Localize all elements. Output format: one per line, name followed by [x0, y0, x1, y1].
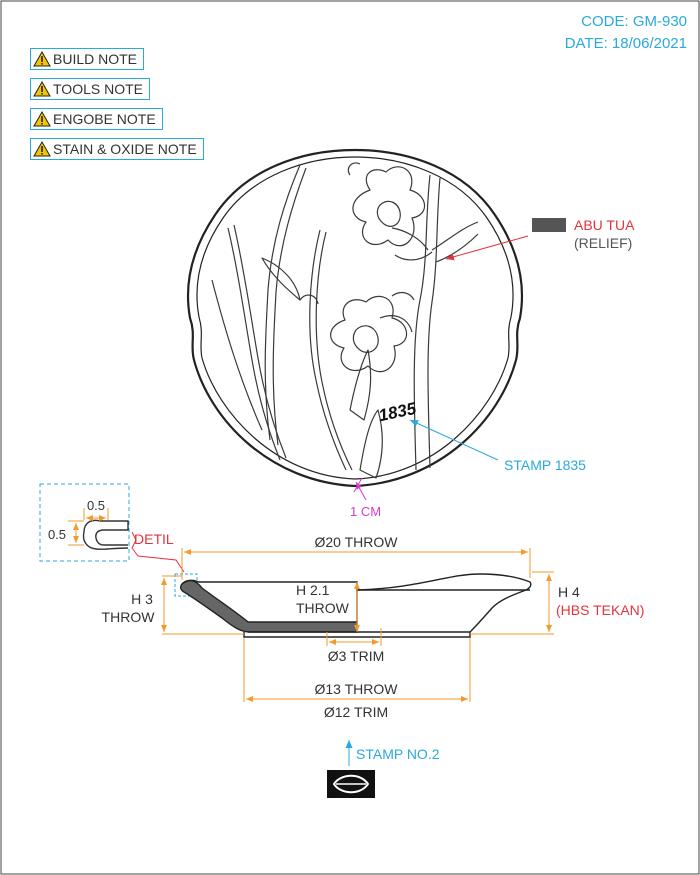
relief-leader — [445, 235, 529, 261]
relief-sub-label: (RELIEF) — [574, 235, 632, 251]
detail-frame — [39, 483, 130, 562]
plate-outer-rim — [186, 148, 524, 488]
h3-text-b: THROW — [102, 609, 156, 625]
h4-text-b: (HBS TEKAN) — [556, 602, 644, 618]
warning-icon — [33, 81, 51, 97]
cm-leader — [355, 481, 367, 501]
stain-oxide-note-button[interactable]: STAIN & OXIDE NOTE — [30, 138, 204, 160]
engobe-note-label: ENGOBE NOTE — [53, 111, 156, 127]
build-note-label: BUILD NOTE — [53, 51, 138, 67]
detail-leader — [131, 531, 185, 573]
detail-label: DETIL — [134, 531, 174, 547]
detail-height-text: 0.5 — [48, 527, 66, 542]
tools-note-label: TOOLS NOTE — [53, 81, 143, 97]
code-text: CODE: GM-930 — [581, 13, 687, 30]
detail-width-text: 0.5 — [87, 498, 105, 513]
h21-text-a: H 2.1 — [296, 582, 330, 598]
relief-label: ABU TUA — [574, 217, 635, 233]
stamp-1835-label: STAMP 1835 — [504, 457, 586, 473]
relief-swatch — [532, 218, 566, 232]
warning-icon — [33, 111, 51, 127]
leaf-stamp-icon — [327, 770, 375, 798]
rim-profile — [83, 519, 129, 546]
section-solid — [179, 579, 358, 633]
tools-note-button[interactable]: TOOLS NOTE — [30, 78, 150, 100]
warning-icon — [33, 51, 51, 67]
stamp-1835-leader — [409, 419, 499, 461]
plate-top-view: 1835 — [186, 148, 524, 488]
plate-section — [179, 573, 532, 638]
d20-text: Ø20 THROW — [315, 534, 399, 550]
date-text: DATE: 18/06/2021 — [565, 35, 687, 52]
d12-text: Ø12 TRIM — [324, 704, 388, 720]
d13-text: Ø13 THROW — [315, 681, 399, 697]
h3-text-a: H 3 — [131, 591, 153, 607]
plate-inner-rim — [196, 156, 514, 480]
build-note-button[interactable]: BUILD NOTE — [30, 48, 145, 70]
h4-text-a: H 4 — [558, 584, 580, 600]
h21-text-b: THROW — [296, 600, 350, 616]
orchid-relief — [211, 162, 479, 479]
d3-text: Ø3 TRIM — [328, 648, 385, 664]
warning-icon — [33, 141, 51, 157]
section-outline — [248, 573, 532, 633]
cm-label: 1 CM — [350, 504, 381, 519]
rim-detail: 0.5 0.5 DETIL — [39, 483, 198, 597]
engobe-note-button[interactable]: ENGOBE NOTE — [30, 108, 163, 130]
stain-oxide-note-label: STAIN & OXIDE NOTE — [53, 141, 197, 157]
stamp2-label: STAMP NO.2 — [356, 746, 440, 762]
